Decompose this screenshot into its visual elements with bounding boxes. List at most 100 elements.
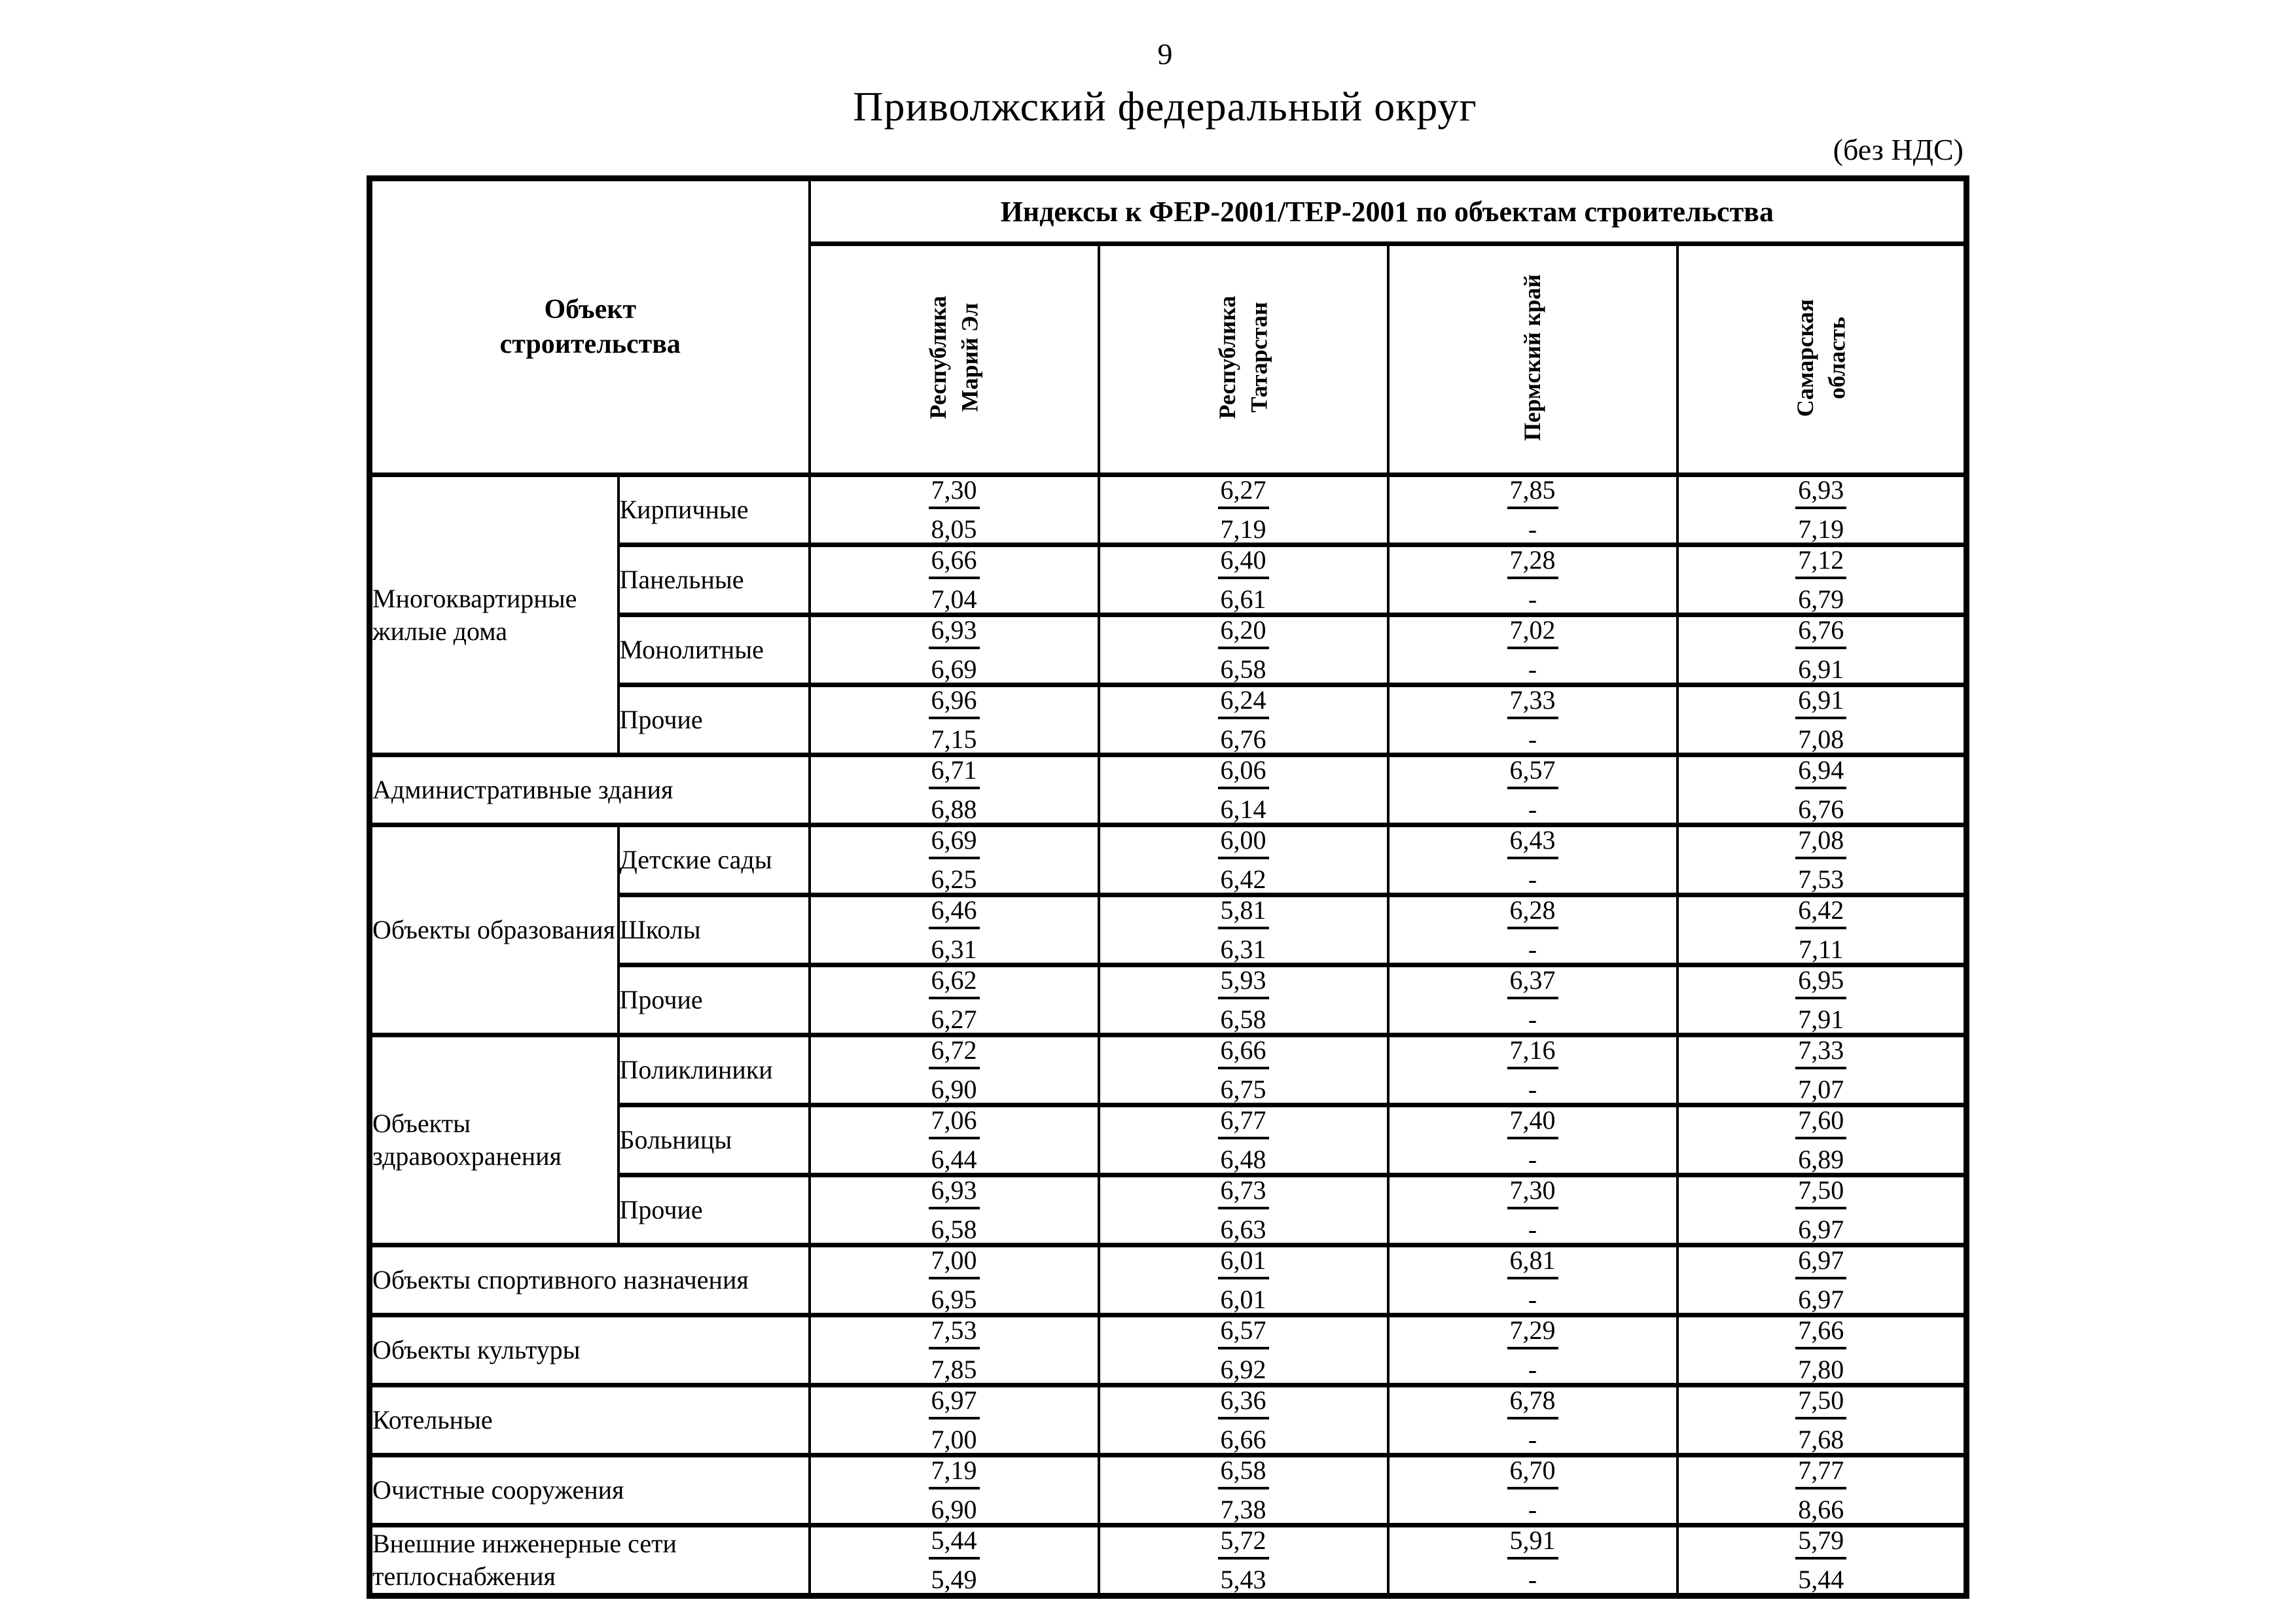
index-cell: 7,12 6,79 — [1676, 543, 1968, 617]
index-value-fer: 6,70 — [1507, 1457, 1558, 1489]
row-label: Внешние инженерные сети теплоснабжения — [368, 1523, 811, 1598]
index-cell: 6,76 6,91 — [1676, 613, 1968, 687]
index-value-ter: 6,61 — [1220, 584, 1266, 614]
index-cell: 6,70 - — [1386, 1453, 1679, 1527]
index-value-fer: 6,28 — [1507, 897, 1558, 929]
index-value-ter: 6,31 — [931, 935, 977, 964]
index-value-fer: 7,50 — [1795, 1387, 1847, 1419]
index-cell: 7,08 7,53 — [1676, 823, 1968, 897]
index-value-fer: 6,01 — [1217, 1247, 1269, 1279]
index-value-ter: 7,91 — [1798, 1005, 1844, 1034]
index-value-fer: 5,81 — [1217, 897, 1269, 929]
index-value-ter: 6,97 — [1798, 1285, 1844, 1314]
index-value-fer: 7,66 — [1795, 1317, 1847, 1349]
table-row: Панельные 6,66 7,04 6,40 6,61 7,28 - 7,12 6,… — [370, 543, 1968, 617]
index-value-ter: 6,42 — [1220, 865, 1266, 894]
index-value-ter: 7,15 — [931, 724, 977, 754]
index-value-fer: 6,37 — [1507, 967, 1558, 999]
index-value-ter: 6,76 — [1798, 794, 1844, 824]
region-header-label: Республика Татарстан — [1213, 296, 1272, 419]
index-cell: 6,37 - — [1386, 963, 1679, 1037]
index-cell: 6,81 - — [1386, 1243, 1679, 1317]
table-row: Школы 6,46 6,31 5,81 6,31 6,28 - 6,42 7,11 — [370, 893, 1968, 967]
region-header-samarskaya-oblast: Самарская область — [1676, 241, 1968, 477]
index-cell: 6,66 6,75 — [1097, 1033, 1390, 1107]
index-value-ter: 6,63 — [1220, 1215, 1266, 1244]
index-cell: 6,57 - — [1386, 753, 1679, 827]
index-value-fer: 6,24 — [1217, 687, 1269, 719]
index-value-fer: 6,97 — [928, 1387, 980, 1419]
index-cell: 6,43 - — [1386, 823, 1679, 897]
index-cell: 6,72 6,90 — [808, 1033, 1100, 1107]
index-value-ter: 6,66 — [1220, 1425, 1266, 1454]
index-cell: 6,40 6,61 — [1097, 543, 1390, 617]
row-sub-label: Больницы — [617, 1103, 811, 1177]
index-value-ter: 7,80 — [1798, 1355, 1844, 1384]
row-label: Административные здания — [368, 753, 811, 827]
row-sub-label: Детские сады — [617, 823, 811, 897]
index-value-fer: 6,69 — [928, 827, 980, 859]
row-sub-label: Прочие — [617, 1173, 811, 1247]
index-value-ter: - — [1528, 584, 1537, 614]
index-value-ter: - — [1528, 514, 1537, 544]
index-value-fer: 6,40 — [1217, 547, 1269, 579]
index-cell: 6,93 7,19 — [1676, 473, 1968, 547]
row-sub-label: Прочие — [617, 683, 811, 757]
index-value-fer: 7,40 — [1507, 1107, 1558, 1139]
index-value-fer: 7,60 — [1795, 1107, 1847, 1139]
index-value-fer: 6,66 — [928, 547, 980, 579]
index-value-fer: 6,06 — [1217, 757, 1269, 789]
index-cell: 5,91 - — [1386, 1523, 1679, 1598]
index-cell: 7,33 - — [1386, 683, 1679, 757]
index-value-fer: 6,27 — [1217, 477, 1269, 509]
table-header-row-2: Республика Марий Эл Республика Татарстан… — [370, 241, 1968, 477]
index-cell: 7,30 - — [1386, 1173, 1679, 1247]
index-value-ter: - — [1528, 1495, 1537, 1524]
index-value-ter: 5,44 — [1798, 1565, 1844, 1594]
index-cell: 6,36 6,66 — [1097, 1383, 1390, 1457]
row-group-label: Объекты здравоохранения — [368, 1033, 620, 1247]
row-label: Объекты спортивного назначения — [368, 1243, 811, 1317]
table-row: Объекты здравоохранения Поликлиники 6,72… — [368, 1033, 1968, 1247]
region-header-permskiy-kray: Пермский край — [1386, 241, 1679, 477]
index-value-ter: 6,92 — [1220, 1355, 1266, 1384]
row-sub-label: Школы — [617, 893, 811, 967]
index-value-ter: - — [1528, 1145, 1537, 1174]
index-value-ter: 7,53 — [1798, 865, 1844, 894]
index-value-ter: 6,58 — [1220, 1005, 1266, 1034]
index-value-ter: - — [1528, 1075, 1537, 1104]
index-cell: 7,66 7,80 — [1676, 1313, 1968, 1387]
index-value-ter: 6,25 — [931, 865, 977, 894]
row-label: Котельные — [368, 1383, 811, 1457]
index-cell: 6,93 6,58 — [808, 1173, 1100, 1247]
index-value-fer: 6,93 — [928, 617, 980, 649]
index-value-fer: 7,00 — [928, 1247, 980, 1279]
index-value-fer: 5,93 — [1217, 967, 1269, 999]
index-cell: 6,73 6,63 — [1097, 1173, 1390, 1247]
index-cell: 7,30 8,05 — [808, 473, 1100, 547]
index-cell: 7,77 8,66 — [1676, 1453, 1968, 1527]
index-value-ter: 6,75 — [1220, 1075, 1266, 1104]
index-value-ter: 6,90 — [931, 1075, 977, 1104]
index-cell: 7,33 7,07 — [1676, 1033, 1968, 1107]
table-row: Объекты образования Детские сады 6,69 6,2… — [368, 823, 1968, 1037]
index-cell: 6,57 6,92 — [1097, 1313, 1390, 1387]
index-value-fer: 7,08 — [1795, 827, 1847, 859]
index-value-fer: 7,28 — [1507, 547, 1558, 579]
index-value-fer: 5,91 — [1507, 1527, 1558, 1560]
index-cell: 6,97 7,00 — [808, 1383, 1100, 1457]
index-value-fer: 6,78 — [1507, 1387, 1558, 1419]
table-row: Многоквартирные жилые дома Кирпичные 7,3… — [368, 473, 1968, 757]
index-value-ter: 6,31 — [1220, 935, 1266, 964]
index-cell: 6,91 7,08 — [1676, 683, 1968, 757]
index-value-ter: 8,05 — [931, 514, 977, 544]
index-value-fer: 6,57 — [1217, 1317, 1269, 1349]
index-value-ter: 7,04 — [931, 584, 977, 614]
index-value-ter: 6,01 — [1220, 1285, 1266, 1314]
index-value-fer: 7,06 — [928, 1107, 980, 1139]
index-value-ter: 7,11 — [1799, 935, 1844, 964]
region-header-label: Пермский край — [1519, 274, 1546, 441]
index-value-fer: 7,29 — [1507, 1317, 1558, 1349]
index-cell: 7,50 7,68 — [1676, 1383, 1968, 1457]
